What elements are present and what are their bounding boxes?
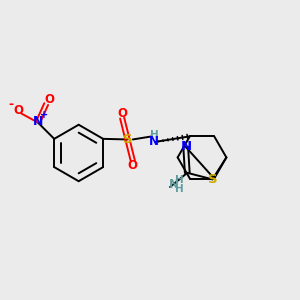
Text: S: S [123,133,132,146]
Text: O: O [13,103,23,116]
Text: +: + [40,110,49,120]
Text: H: H [175,184,183,194]
Text: O: O [117,107,127,120]
Text: N: N [181,140,192,153]
Text: S: S [208,173,218,186]
Text: H: H [175,175,183,184]
Text: O: O [128,159,138,172]
Text: H: H [150,130,159,140]
Text: N: N [33,115,43,128]
Text: O: O [44,93,54,106]
Text: N: N [148,135,159,148]
Text: N: N [169,178,178,190]
Text: -: - [9,98,14,111]
